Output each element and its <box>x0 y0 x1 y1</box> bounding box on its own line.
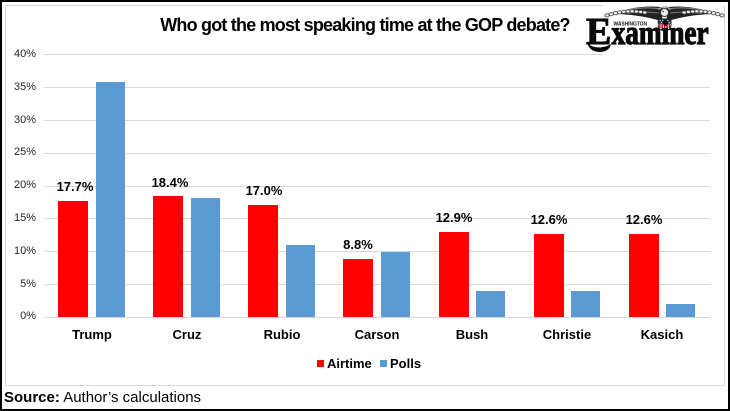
svg-text:xaminer: xaminer <box>612 15 709 52</box>
svg-text:WASHINGTON: WASHINGTON <box>614 22 648 28</box>
